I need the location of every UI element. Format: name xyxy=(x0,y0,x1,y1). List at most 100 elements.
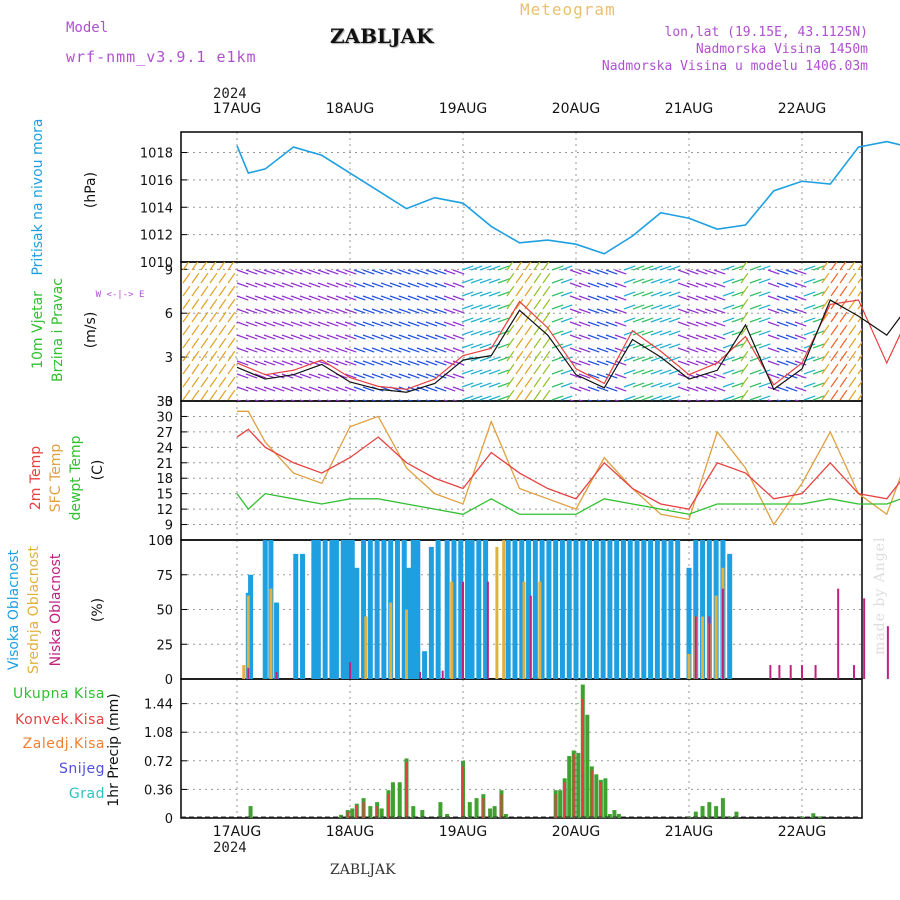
wind-barb xyxy=(695,269,708,275)
wind-barb xyxy=(371,373,384,379)
wind-barb xyxy=(380,360,393,366)
wind-barb xyxy=(848,272,857,284)
wind-barb xyxy=(182,298,191,310)
wind-barb xyxy=(407,360,420,366)
wind-barb xyxy=(263,360,276,366)
wind-barb xyxy=(209,285,218,297)
wind-barb xyxy=(857,354,862,362)
wind-barb xyxy=(317,399,323,401)
wind-barb xyxy=(344,347,357,353)
ytick-label: 1016 xyxy=(140,174,173,189)
wind-barb xyxy=(245,373,258,379)
wind-barb xyxy=(821,324,830,336)
wind-barb xyxy=(443,308,456,314)
wind-barb xyxy=(785,295,798,301)
wind-barb xyxy=(614,360,627,366)
wind-barb xyxy=(191,350,200,362)
wind-barb xyxy=(497,356,510,362)
wind-barb xyxy=(191,324,200,336)
precip-bar xyxy=(390,782,395,818)
wind-barb xyxy=(209,363,218,375)
wind-barb xyxy=(317,295,330,301)
wind-barb xyxy=(533,272,542,284)
wind-barb xyxy=(425,269,438,275)
cloud-bar xyxy=(476,540,482,679)
wind-barb xyxy=(272,282,285,288)
cloud-bar xyxy=(458,540,464,679)
wind-barb xyxy=(632,369,645,375)
wind-barb xyxy=(290,347,303,353)
ytick-label: 6 xyxy=(165,534,173,549)
wind-barb xyxy=(290,282,303,288)
location-info: lon,lat (19.15E, 43.1125N) xyxy=(664,25,869,40)
wind-barb xyxy=(479,304,492,310)
ytick-label: 75 xyxy=(156,569,173,584)
wind-barb xyxy=(650,395,663,401)
wind-barb xyxy=(425,347,438,353)
wind-barb xyxy=(758,265,771,271)
wind-barb xyxy=(380,399,386,401)
wind-barb xyxy=(443,282,456,288)
wind-barb xyxy=(776,308,789,314)
wind-barb xyxy=(290,386,303,392)
wind-barb xyxy=(569,399,575,401)
xtick-label-bottom: 21AUG xyxy=(665,824,714,840)
wind-barb xyxy=(731,395,744,401)
wind-barb xyxy=(497,317,510,323)
wind-barb xyxy=(362,347,375,353)
wind-barb xyxy=(560,330,573,336)
wind-barb xyxy=(857,289,862,297)
wind-barb xyxy=(425,282,438,288)
wind-barb xyxy=(785,269,798,275)
wind-barb xyxy=(227,363,236,375)
wind-barb xyxy=(452,295,465,301)
wind-barb xyxy=(839,363,848,375)
temp-units: (C) xyxy=(90,460,106,481)
wind-barb xyxy=(281,308,294,314)
wind-barb xyxy=(731,278,744,284)
wind-barb xyxy=(209,272,218,284)
panel-frame xyxy=(180,678,863,819)
wind-barb xyxy=(767,334,780,340)
wind-barb xyxy=(839,337,848,349)
wind-barb xyxy=(326,347,339,353)
wind-barb xyxy=(371,308,384,314)
wind-barb xyxy=(857,367,862,375)
wind-barb xyxy=(821,337,830,349)
wind-barb xyxy=(497,265,510,271)
wind-barb xyxy=(830,285,839,297)
cloud-bar xyxy=(415,540,421,679)
wind-barb xyxy=(236,269,249,275)
wind-barb xyxy=(686,308,699,314)
wind-barb xyxy=(803,265,816,271)
wind-barb xyxy=(515,311,524,323)
wind-barb xyxy=(443,334,456,340)
cloud-bar xyxy=(566,540,572,679)
wind-barb xyxy=(389,373,402,379)
ytick-label: 1010 xyxy=(140,256,173,271)
wind-barb xyxy=(659,343,672,349)
wind-barb xyxy=(677,282,690,288)
wind-barb xyxy=(659,304,672,310)
wind-barb xyxy=(821,363,830,375)
ytick-label: 6 xyxy=(165,307,173,322)
wind-barb xyxy=(812,304,825,310)
wind-barb xyxy=(488,382,501,388)
precip-bar xyxy=(368,806,373,818)
wind-barb xyxy=(398,308,411,314)
wind-barb xyxy=(596,269,609,275)
wind-barb xyxy=(677,386,690,392)
wind-barb xyxy=(281,360,294,366)
wind-barb xyxy=(767,269,780,275)
cloud-bar xyxy=(394,540,400,679)
wind-barb xyxy=(290,360,303,366)
wind-barb xyxy=(524,285,533,297)
wind-barb xyxy=(416,386,429,392)
wind-barb xyxy=(722,356,735,362)
wind-barb xyxy=(380,373,393,379)
wind-barb xyxy=(344,373,357,379)
wind-barb xyxy=(857,263,862,271)
wind-barb xyxy=(434,321,447,327)
wind-barb xyxy=(182,337,191,349)
wind-barb xyxy=(857,315,862,323)
